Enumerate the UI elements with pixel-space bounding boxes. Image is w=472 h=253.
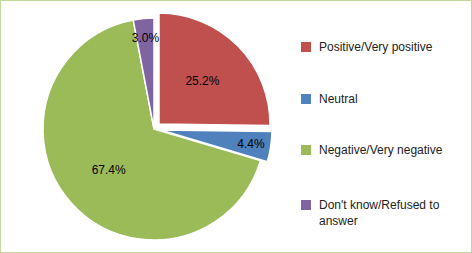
pie-slice: [159, 13, 270, 125]
chart-frame: 25.2% 4.4% 67.4% 3.0% Positive/Very positiv…: [0, 0, 472, 253]
data-label: 67.4%: [92, 163, 126, 177]
data-label: 4.4%: [237, 137, 265, 151]
legend-item: Negative/Very negative: [301, 142, 461, 158]
legend-item: Positive/Very positive: [301, 39, 461, 55]
legend-label: Negative/Very negative: [319, 142, 442, 158]
legend-swatch: [301, 145, 311, 155]
legend-item: Neutral: [301, 91, 461, 107]
data-label: 25.2%: [185, 74, 219, 88]
legend-label: Positive/Very positive: [319, 39, 432, 55]
data-labels: 25.2% 4.4% 67.4% 3.0%: [92, 31, 265, 177]
data-label: 3.0%: [132, 31, 160, 45]
legend-swatch: [301, 94, 311, 104]
legend-item: Don't know/Refused to answer: [301, 197, 461, 229]
legend-label: Don't know/Refused to answer: [319, 197, 461, 229]
pie-chart: 25.2% 4.4% 67.4% 3.0%: [1, 1, 471, 252]
legend-label: Neutral: [319, 91, 358, 107]
legend-swatch: [301, 42, 311, 52]
legend-swatch: [301, 200, 311, 210]
slices: [43, 13, 272, 240]
